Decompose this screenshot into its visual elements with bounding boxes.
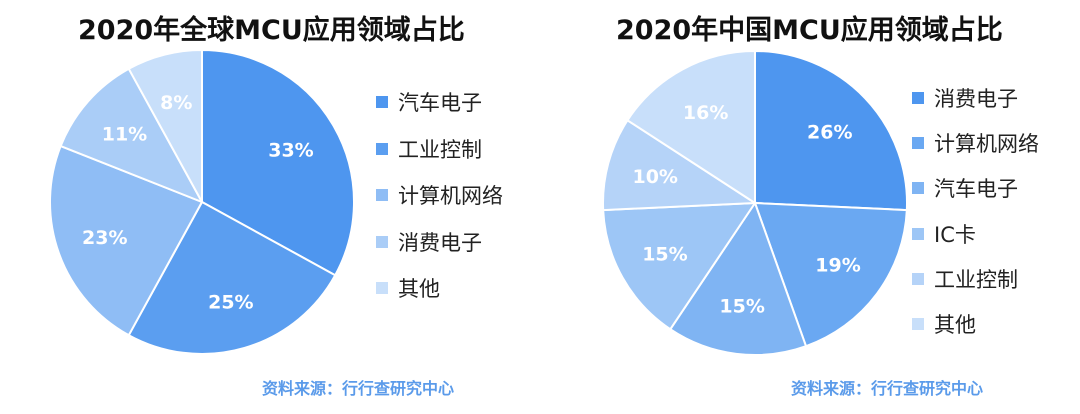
source-note: 资料来源：行行查研究中心	[791, 379, 984, 398]
slice-percent-label: 16%	[683, 102, 728, 124]
legend-swatch	[376, 235, 388, 248]
pie-chart-global: 33% 25% 23% 11% 8%	[49, 48, 355, 355]
chart-title: 2020年全球MCU应用领域占比	[78, 15, 465, 46]
pie-slice	[127, 48, 203, 203]
legend-label: 计算机网络	[934, 132, 1039, 157]
legend-item: 工业控制	[912, 265, 1039, 295]
legend-label: 汽车电子	[934, 177, 1018, 202]
legend-label: 消费电子	[934, 87, 1018, 111]
slice-percent-label: 8%	[160, 92, 192, 114]
legend-china: 消费电子计算机网络汽车电子 IC卡工业控制其他	[912, 84, 1039, 355]
legend-label: 消费电子	[398, 230, 482, 255]
legend-item: 汽车电子	[912, 174, 1039, 204]
pie-slice	[602, 118, 759, 212]
pie-slice	[753, 201, 908, 348]
legend-label: 其他	[398, 277, 440, 301]
legend-swatch	[912, 92, 924, 104]
slice-percent-label: 11%	[102, 124, 147, 146]
source-note: 资料来源：行行查研究中心	[262, 379, 455, 398]
legend-label: 计算机网络	[398, 184, 503, 208]
chart-title: 2020年中国MCU应用领域占比	[616, 15, 1003, 46]
legend-global: 汽车电子工业控制计算机网络消费电子其他	[376, 88, 503, 321]
pie-slice	[201, 48, 355, 277]
slice-percent-label: 25%	[208, 291, 253, 313]
legend-swatch	[912, 272, 924, 285]
slice-percent-label: 15%	[642, 244, 687, 266]
pie-slice	[602, 201, 757, 331]
legend-item: 工业控制	[376, 135, 503, 165]
legend-swatch	[376, 189, 388, 201]
legend-swatch	[376, 96, 388, 108]
legend-swatch	[912, 137, 924, 150]
legend-item: 消费电子	[912, 84, 1039, 114]
legend-label: 工业控制	[398, 137, 482, 162]
legend-label: 工业控制	[934, 267, 1018, 292]
pie-chart-china: 26% 19% 15% 15% 10% 16%	[602, 49, 908, 356]
legend-swatch	[376, 142, 388, 155]
legend-item: 其他	[912, 310, 1039, 340]
legend-item: 汽车电子	[376, 88, 503, 118]
legend-label: 汽车电子	[398, 91, 482, 115]
legend-swatch	[376, 282, 388, 294]
pie-slice	[754, 49, 908, 212]
legend-item: 计算机网络	[912, 129, 1039, 159]
pie-slice	[59, 67, 205, 204]
slice-percent-label: 10%	[632, 166, 677, 188]
slice-percent-label: 15%	[719, 296, 764, 318]
slice-percent-label: 26%	[807, 122, 852, 144]
slice-percent-label: 19%	[815, 255, 860, 277]
legend-swatch	[912, 227, 924, 240]
china-mcu-chart-panel: 2020年中国MCU应用领域占比 26% 19% 15% 15% 10% 16% 消费电子…	[540, 0, 1080, 414]
pie-slice	[127, 200, 337, 355]
slice-percent-label: 23%	[82, 227, 127, 249]
legend-label: IC卡	[934, 222, 976, 247]
legend-item: 消费电子	[376, 228, 503, 258]
legend-label: 其他	[934, 312, 976, 337]
global-mcu-chart-panel: 2020年全球MCU应用领域占比 33% 25% 23% 11% 8% 汽车电子工业控制…	[49, 15, 503, 398]
legend-item: 其他	[376, 274, 503, 304]
legend-swatch	[912, 317, 924, 330]
legend-swatch	[912, 182, 924, 195]
slice-percent-label: 33%	[268, 139, 313, 161]
legend-item: IC卡	[912, 220, 1039, 250]
legend-item: 计算机网络	[376, 181, 503, 211]
pie-slice	[668, 200, 808, 356]
pie-slice	[626, 49, 756, 205]
pie-slice	[49, 144, 204, 337]
